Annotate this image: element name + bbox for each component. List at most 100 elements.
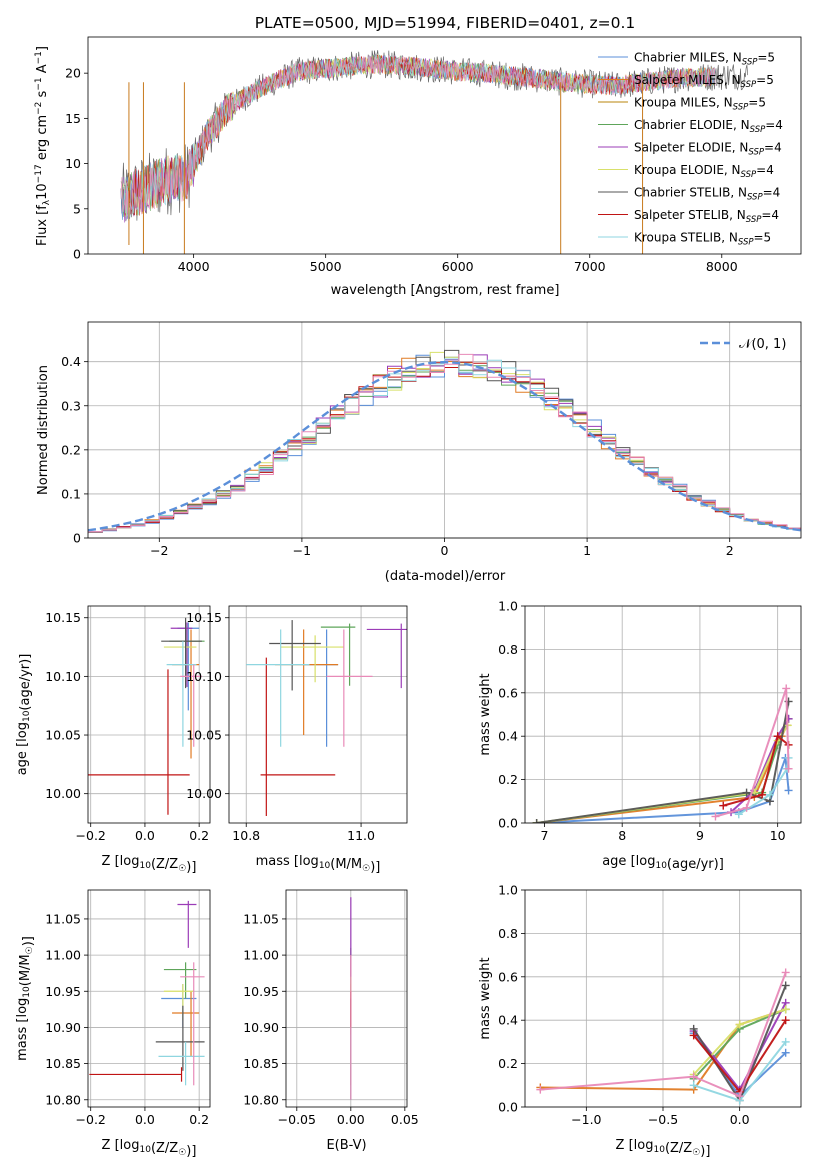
legend-part: Kroupa ELODIE, N: [634, 163, 741, 177]
label-part: Z [: [616, 1138, 634, 1153]
legend-part: SSP: [738, 238, 754, 248]
y-tick-label: 11.00: [45, 948, 81, 963]
y-tick-label: 0.0: [498, 1100, 518, 1115]
legend-part: SSP: [742, 58, 758, 68]
label-part: Flux [f: [35, 205, 50, 246]
axis-label: E(B-V): [326, 1138, 366, 1153]
label-part: log: [15, 722, 30, 742]
label-part: −1: [34, 77, 44, 90]
y-tick-label: 0: [73, 247, 81, 262]
histogram-step: [88, 353, 801, 534]
gridlines: [88, 606, 210, 823]
label-part: (age/yr)]: [18, 654, 33, 711]
age-vs-mass-panel: 10.8 11.0 10.00 10.05 10.10 10.15 mass [log10(…: [186, 605, 408, 875]
spectrum-line: [120, 54, 716, 215]
label-part: (Z/Z: [151, 1141, 178, 1156]
label-part: s: [35, 90, 50, 101]
legend-part: =5: [757, 51, 775, 65]
label-part: 10: [319, 861, 331, 871]
x-tick-label: 0.05: [391, 1112, 419, 1127]
y-tick-label: 0.0: [498, 816, 518, 831]
age-vs-mass-points: [246, 620, 407, 816]
label-part: log: [636, 854, 656, 869]
legend-part: SSP: [747, 193, 763, 203]
label-part: 10: [654, 1145, 666, 1155]
x-tick-label: 0.2: [189, 1112, 209, 1127]
axes-frame: [87, 889, 211, 1108]
label-part: ☉: [178, 864, 186, 874]
x-tick-label: 8: [618, 828, 626, 843]
axis-label: mass [log10(M/M☉)]: [15, 936, 36, 1061]
weight-line: [540, 972, 787, 1098]
axis-label: mass [log10(M/M☉)]: [256, 854, 381, 875]
legend-entry: Kroupa ELODIE, NSSP=4: [634, 163, 774, 180]
axes-frame: [87, 36, 802, 255]
y-tick-label: 0.2: [498, 1056, 518, 1071]
y-tick-label: 1.0: [498, 599, 518, 614]
x-tick-label: −0.2: [76, 828, 106, 843]
legend-part: =5: [756, 73, 774, 87]
x-tick-label: 9: [696, 828, 704, 843]
label-part: (M/M: [18, 954, 33, 986]
y-axis-label: Flux [fλ10−17 erg cm−2 s−1 A−1]: [34, 46, 52, 246]
age-vs-z-points: [88, 617, 205, 815]
mass-vs-z-panel: −0.2 0.0 0.2 10.80 10.85 10.90 10.95 11.00 11.05…: [15, 889, 211, 1159]
legend-part: =4: [765, 118, 783, 132]
x-tick-label: −0.05: [278, 1112, 316, 1127]
label-part: log: [299, 854, 319, 869]
y-tick-label: 10.80: [45, 1092, 81, 1107]
legend-part: Chabrier MILES, N: [634, 51, 742, 65]
legend-part: Chabrier STELIB, N: [634, 186, 747, 200]
label-part: Z [: [102, 1138, 120, 1153]
x-tick-label: 5000: [310, 259, 342, 274]
y-tick-label: 11.05: [45, 911, 81, 926]
label-part: −2: [34, 102, 44, 115]
x-tick-label: 0.0: [730, 1112, 750, 1127]
legend-part: =5: [754, 231, 772, 245]
y-tick-label: 10.85: [45, 1056, 81, 1071]
spectrum-panel: PLATE=0500, MJD=51994, FIBERID=0401, z=0…: [34, 14, 802, 298]
label-part: λ: [42, 199, 52, 205]
label-part: 10: [22, 986, 32, 998]
label-part: ☉: [692, 1148, 700, 1158]
y-tick-label: 0.8: [498, 642, 518, 657]
x-tick-label: −2: [150, 543, 168, 558]
y-tick-label: 10.00: [45, 786, 81, 801]
label-part: 10: [22, 710, 32, 722]
y-tick-label: 10.10: [45, 669, 81, 684]
legend-part: SSP: [746, 215, 762, 225]
label-part: erg cm: [35, 115, 50, 164]
legend-entry: Kroupa STELIB, NSSP=5: [634, 231, 771, 248]
chart-title: PLATE=0500, MJD=51994, FIBERID=0401, z=0…: [255, 14, 636, 32]
spectrum-line: [123, 54, 715, 216]
x-axis-label: (data-model)/error: [385, 569, 506, 584]
y-tick-label: 10.15: [186, 610, 222, 625]
label-part: (age/yr)]: [667, 857, 724, 872]
label-part: (Z/Z: [665, 1141, 692, 1156]
y-tick-label: 0.6: [498, 685, 518, 700]
x-tick-label: 0.0: [135, 1112, 155, 1127]
y-tick-label: 10.90: [45, 1020, 81, 1035]
x-tick-label: 8000: [706, 259, 738, 274]
y-tick-label: 0.4: [498, 1013, 518, 1028]
x-tick-label: 0.2: [189, 828, 209, 843]
label-part: )]: [186, 860, 196, 875]
y-tick-label: 0.8: [498, 926, 518, 941]
x-axis-label: wavelength [Angstrom, rest frame]: [331, 283, 560, 298]
weight-line: [536, 701, 790, 823]
weight-vs-age-lines: [532, 684, 793, 823]
legend-part: Kroupa MILES, N: [634, 96, 733, 110]
label-part: ]: [35, 46, 50, 51]
normal-curve: [88, 360, 801, 532]
y-tick-label: 10: [65, 156, 81, 171]
label-part: 10: [35, 183, 50, 200]
y-tick-label: 10.90: [243, 1020, 279, 1035]
legend-entry: Chabrier STELIB, NSSP=4: [634, 186, 780, 203]
legend-part: SSP: [741, 80, 757, 90]
label-part: age [: [15, 742, 30, 775]
x-tick-label: 7000: [574, 259, 606, 274]
legend-part: Salpeter STELIB, N: [634, 208, 746, 222]
